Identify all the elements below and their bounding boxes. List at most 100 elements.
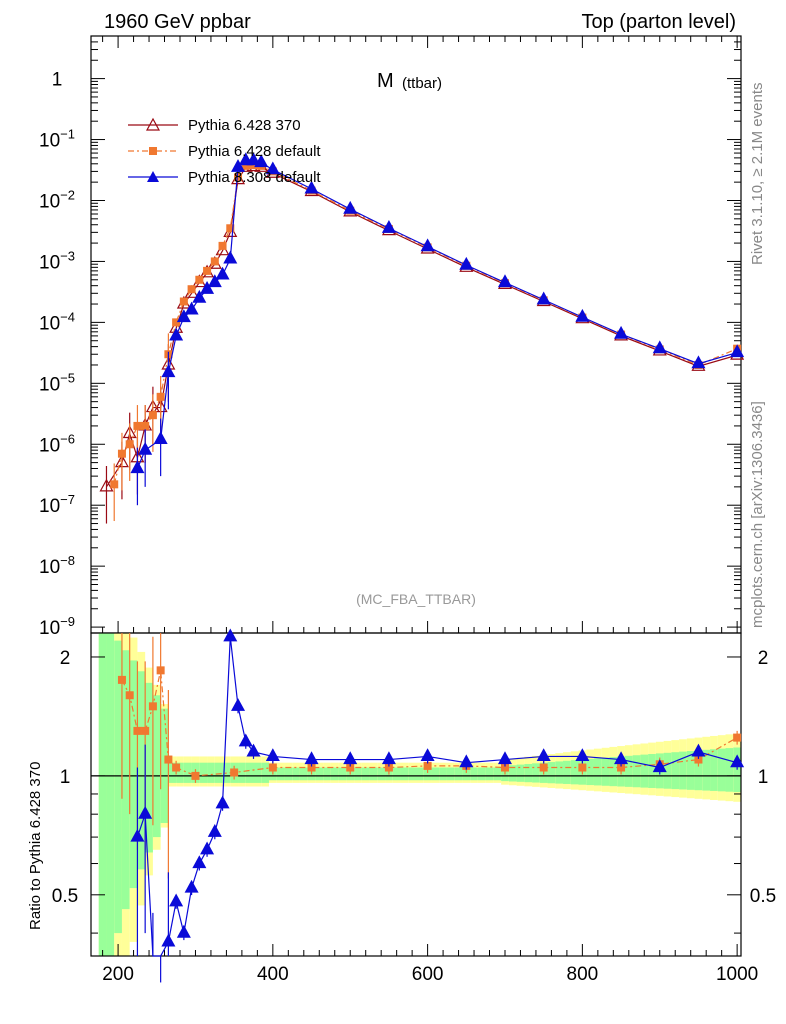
point-bot-0-0	[117, 675, 126, 684]
point-bot-0-3	[141, 726, 150, 735]
point-bot-0-18	[578, 763, 587, 772]
point-bot-1-8	[192, 855, 207, 869]
band-green-10	[176, 762, 184, 783]
band-green-1	[106, 633, 115, 956]
band-green-70	[640, 754, 649, 788]
band-green-74	[671, 752, 680, 790]
band-green-43	[431, 767, 440, 781]
point-bot-0-16	[500, 763, 509, 772]
point-top-0-0	[99, 478, 114, 492]
point-top-1-9	[179, 297, 188, 306]
ytick-label-top-8: 10−8	[39, 553, 75, 578]
point-bot-1-13	[231, 698, 246, 711]
point-bot-1-6	[176, 924, 191, 938]
band-green-63	[586, 758, 594, 786]
band-green-34	[361, 767, 370, 781]
point-bot-1-5	[169, 893, 184, 907]
legend-marker-p8	[147, 171, 159, 182]
point-top-1-13	[210, 257, 219, 266]
band-green-3	[121, 650, 130, 910]
point-top-1-11	[195, 275, 204, 284]
band-green-46	[454, 767, 463, 781]
ratio-panel: 200 400 600 800 1000 0.5 0.5 1 1 2 2	[52, 628, 776, 985]
point-top-2-23	[536, 291, 551, 305]
ytick-label-top-7: 10−7	[39, 492, 75, 517]
band-green-42	[423, 767, 432, 781]
point-bot-0-14	[423, 761, 432, 770]
xtick-label-4: 1000	[716, 964, 758, 985]
band-green-29	[323, 767, 331, 781]
point-bot-0-22	[733, 733, 742, 742]
point-top-2-26	[652, 340, 667, 354]
point-top-1-12	[203, 266, 212, 275]
band-green-28	[315, 767, 324, 781]
point-top-2-15	[254, 154, 269, 168]
band-green-5	[137, 671, 146, 870]
band-green-47	[462, 767, 471, 781]
point-bot-1-22	[497, 751, 512, 765]
band-green-38	[392, 767, 401, 781]
point-bot-1-16	[265, 748, 280, 762]
band-green-56	[532, 763, 540, 783]
band-green-48	[470, 767, 478, 781]
band-green-73	[663, 752, 672, 789]
band-green-33	[354, 767, 362, 781]
point-top-2-1	[138, 441, 153, 455]
band-green-64	[593, 758, 602, 786]
point-top-1-17	[241, 161, 250, 170]
band-green-6	[145, 682, 153, 853]
band-green-36	[377, 767, 386, 781]
point-bot-1-17	[304, 751, 319, 765]
point-bot-1-4	[161, 933, 176, 947]
point-bot-1-26	[652, 759, 667, 773]
point-bot-1-9	[200, 841, 215, 855]
band-green-25	[292, 767, 300, 781]
band-green-49	[477, 767, 486, 781]
ytick-label-top-6: 10−6	[39, 431, 75, 456]
ratio-frame	[90, 632, 742, 957]
rivet-label: Rivet 3.1.10, ≥ 2.1M events	[749, 83, 766, 266]
point-top-2-0	[130, 460, 145, 474]
main-panel: 1 10−1 10−2 10−3 10−4 10−5 10−6 10−7 10−8 10−9	[39, 35, 745, 639]
point-bot-1-19	[381, 751, 396, 765]
point-bot-1-15	[246, 743, 261, 757]
point-bot-0-11	[307, 763, 316, 772]
point-bot-0-13	[384, 763, 393, 772]
band-green-69	[632, 755, 641, 788]
point-bot-1-11	[215, 795, 230, 809]
band-green-8	[160, 708, 169, 823]
point-top-2-22	[497, 274, 512, 288]
legend-marker-p370	[145, 117, 161, 131]
legend-label-p370: Pythia 6.428 370	[188, 117, 301, 134]
band-green-44	[439, 767, 447, 781]
band-green-58	[547, 762, 556, 784]
ytick-label-top-1: 10−1	[39, 127, 75, 152]
band-green-0	[98, 633, 107, 956]
legend: Pythia 6.428 370 Pythia 6.428 default Py…	[128, 117, 321, 186]
point-bot-1-1	[138, 805, 153, 819]
point-bot-1-21	[459, 754, 474, 768]
xtick-label-1: 400	[257, 964, 289, 985]
band-green-23	[276, 767, 285, 781]
point-bot-0-19	[617, 763, 626, 772]
band-green-65	[601, 757, 610, 786]
series-line-bot-1	[136, 636, 738, 957]
ytick-label-top-4: 10−4	[39, 309, 75, 334]
point-bot-1-25	[614, 751, 629, 765]
series-line-bot-0	[121, 670, 738, 777]
band-green-21	[261, 762, 269, 783]
point-top-2-11	[223, 250, 238, 264]
point-top-2-16	[265, 161, 280, 175]
legend-label-pdef: Pythia 6.428 default	[188, 143, 321, 160]
point-bot-0-21	[694, 755, 703, 764]
band-green-60	[563, 760, 571, 784]
point-bot-1-7	[184, 879, 199, 893]
band-green-54	[516, 764, 525, 782]
point-top-2-8	[200, 280, 215, 294]
point-top-2-17	[304, 180, 319, 194]
point-bot-1-0	[130, 828, 145, 842]
mcplots-label: mcplots.cern.ch [arXiv:1306.3436]	[749, 401, 766, 628]
band-green-2	[114, 640, 122, 934]
point-top-1-0	[110, 480, 119, 489]
